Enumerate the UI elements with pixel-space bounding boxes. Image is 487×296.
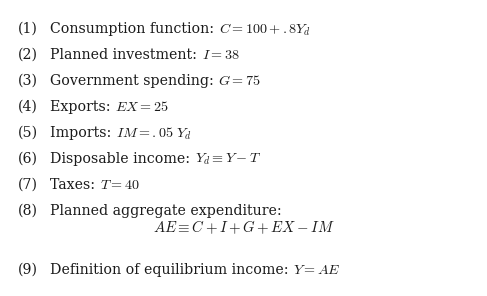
Text: Planned aggregate expenditure:: Planned aggregate expenditure: [50, 204, 282, 218]
Text: (4): (4) [18, 100, 38, 114]
Text: Definition of equilibrium income:: Definition of equilibrium income: [50, 263, 293, 277]
Text: $Y_{d} \equiv Y - T$: $Y_{d} \equiv Y - T$ [195, 152, 261, 168]
Text: (5): (5) [18, 126, 38, 140]
Text: $AE \equiv C + I + G + EX - IM$: $AE \equiv C + I + G + EX - IM$ [152, 218, 335, 236]
Text: Disposable income:: Disposable income: [50, 152, 195, 166]
Text: $T = 40$: $T = 40$ [100, 178, 139, 192]
Text: $G = 75$: $G = 75$ [218, 74, 261, 88]
Text: $IM = .05\ Y_{d}$: $IM = .05\ Y_{d}$ [116, 126, 192, 142]
Text: Government spending:: Government spending: [50, 74, 218, 88]
Text: (9): (9) [18, 263, 38, 277]
Text: (7): (7) [18, 178, 38, 192]
Text: Planned investment:: Planned investment: [50, 48, 202, 62]
Text: $I = 38$: $I = 38$ [202, 48, 239, 62]
Text: Taxes:: Taxes: [50, 178, 100, 192]
Text: $Y = AE$: $Y = AE$ [293, 263, 340, 277]
Text: $EX = 25$: $EX = 25$ [115, 100, 169, 114]
Text: Consumption function:: Consumption function: [50, 22, 219, 36]
Text: $C = 100 + .8Y_{d}$: $C = 100 + .8Y_{d}$ [219, 22, 311, 38]
Text: (3): (3) [18, 74, 38, 88]
Text: (1): (1) [18, 22, 38, 36]
Text: (6): (6) [18, 152, 38, 166]
Text: Imports:: Imports: [50, 126, 116, 140]
Text: (8): (8) [18, 204, 38, 218]
Text: Exports:: Exports: [50, 100, 115, 114]
Text: (2): (2) [18, 48, 38, 62]
